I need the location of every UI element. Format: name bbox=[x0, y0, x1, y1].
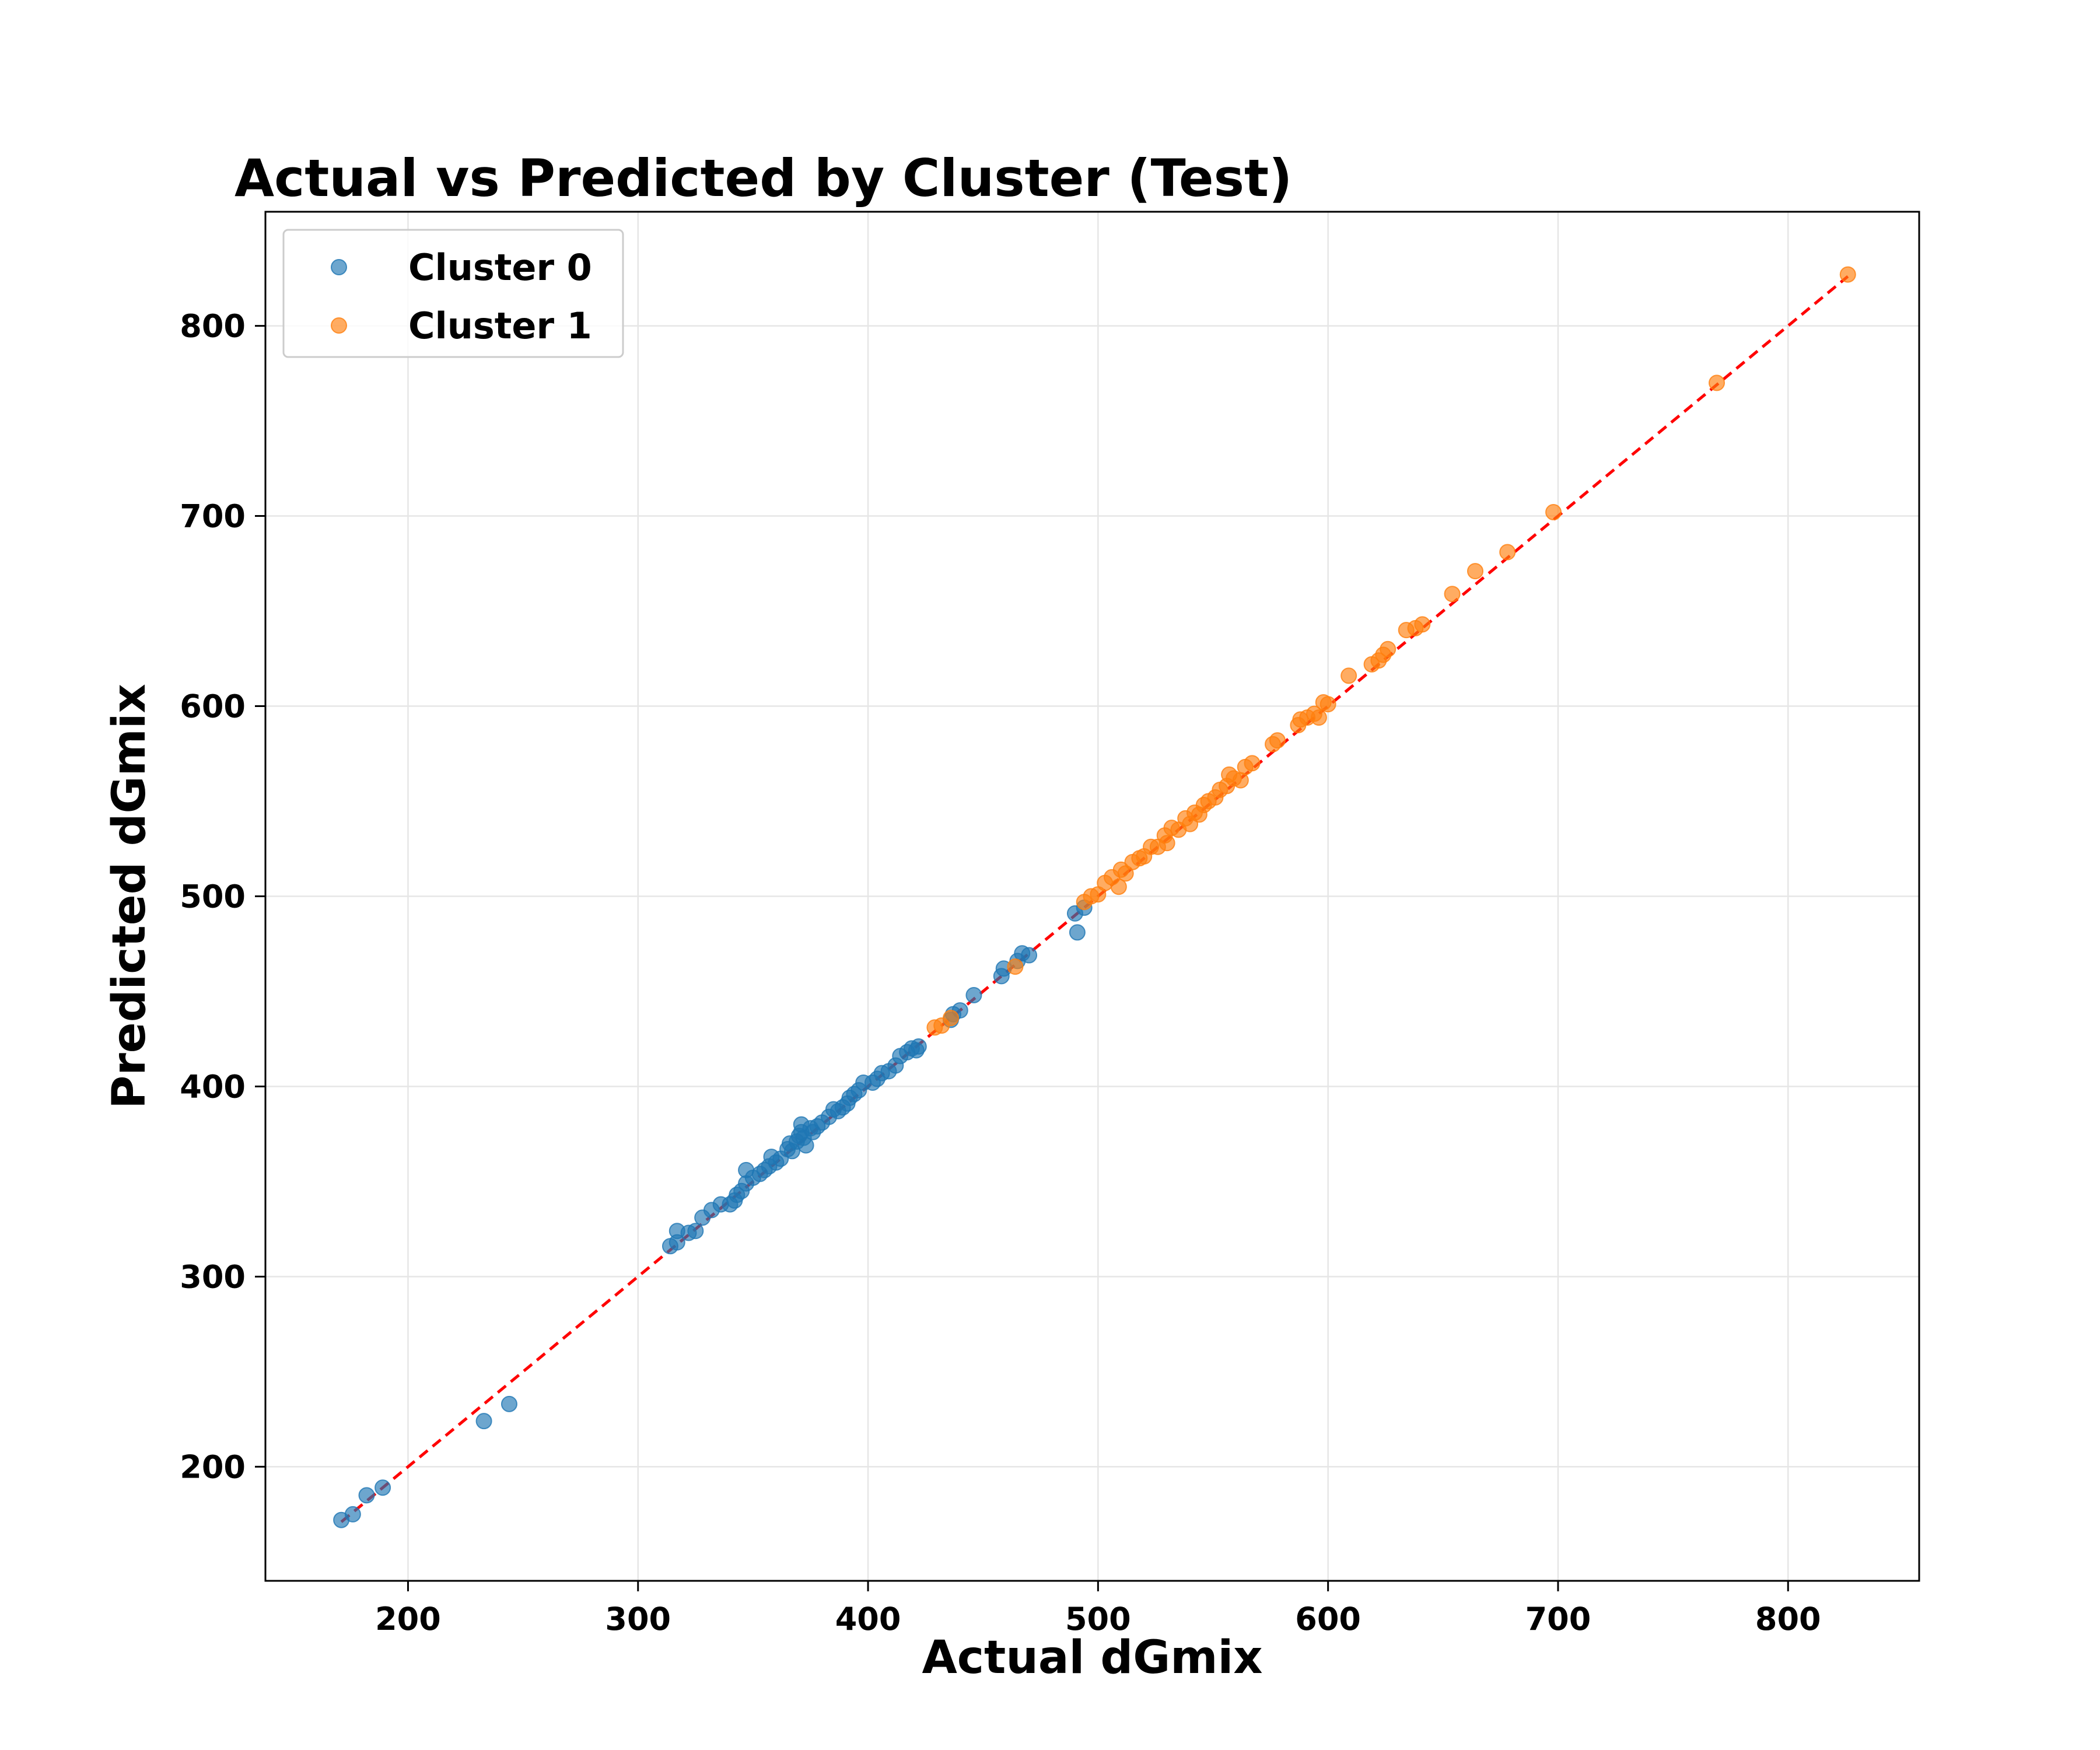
y-tick-label: 200 bbox=[180, 1448, 246, 1485]
data-point bbox=[1709, 374, 1726, 391]
x-tick-label: 300 bbox=[605, 1601, 671, 1637]
chart-title: Actual vs Predicted by Cluster (Test) bbox=[235, 148, 1292, 208]
reference-line-layer bbox=[340, 275, 1849, 1523]
x-axis-label: Actual dGmix bbox=[922, 1632, 1262, 1684]
data-point bbox=[1269, 732, 1286, 749]
y-tick-label: 700 bbox=[180, 498, 246, 535]
data-point bbox=[797, 1137, 814, 1154]
legend-box bbox=[282, 229, 624, 358]
data-point bbox=[1499, 544, 1516, 561]
x-tick-label: 400 bbox=[835, 1601, 901, 1637]
data-point bbox=[1467, 563, 1484, 580]
data-point bbox=[687, 1223, 704, 1240]
data-points bbox=[333, 266, 1856, 1528]
series-1 bbox=[926, 266, 1856, 1036]
y-tick-label: 800 bbox=[180, 308, 246, 345]
data-point bbox=[1007, 958, 1024, 975]
x-tick-label: 600 bbox=[1295, 1601, 1361, 1637]
data-point bbox=[1444, 586, 1461, 603]
data-point bbox=[910, 1038, 927, 1055]
data-point bbox=[1839, 266, 1856, 283]
data-point bbox=[344, 1506, 361, 1522]
data-point bbox=[1069, 924, 1086, 941]
legend-marker bbox=[331, 259, 347, 275]
data-point bbox=[1545, 504, 1562, 521]
x-tick-label: 500 bbox=[1065, 1601, 1131, 1637]
y-tick-label: 300 bbox=[180, 1258, 246, 1295]
data-point bbox=[1310, 709, 1327, 726]
grid-lines bbox=[265, 212, 1919, 1581]
data-point bbox=[501, 1395, 517, 1412]
x-tick-label: 700 bbox=[1525, 1601, 1591, 1637]
x-tick-label: 800 bbox=[1755, 1601, 1821, 1637]
legend-marker bbox=[331, 317, 347, 334]
data-point bbox=[1340, 667, 1357, 684]
data-point bbox=[1158, 835, 1175, 852]
axis-ticks: 200 300 400 500 600 700 800 200 300 400 500 600 700 8… bbox=[180, 308, 1821, 1637]
data-point bbox=[1244, 755, 1261, 772]
legend-label: Cluster 1 bbox=[408, 304, 592, 347]
data-point bbox=[1320, 696, 1336, 713]
legend-label: Cluster 0 bbox=[408, 246, 592, 289]
reference-line bbox=[340, 275, 1849, 1523]
y-tick-label: 400 bbox=[180, 1068, 246, 1105]
y-tick-label: 500 bbox=[180, 878, 246, 915]
data-point bbox=[374, 1479, 391, 1496]
data-point bbox=[475, 1413, 492, 1430]
data-point bbox=[943, 1010, 960, 1027]
y-axis-label: Predicted dGmix bbox=[103, 684, 156, 1109]
data-point bbox=[1110, 878, 1127, 895]
data-point bbox=[1414, 616, 1431, 633]
y-tick-label: 600 bbox=[180, 688, 246, 725]
legend: Cluster 0 Cluster 1 bbox=[282, 229, 624, 358]
x-tick-label: 200 bbox=[375, 1601, 441, 1637]
data-point bbox=[965, 987, 982, 1004]
data-point bbox=[1380, 640, 1396, 657]
data-point bbox=[1021, 947, 1038, 964]
data-point bbox=[358, 1487, 375, 1504]
series-0 bbox=[333, 900, 1093, 1528]
